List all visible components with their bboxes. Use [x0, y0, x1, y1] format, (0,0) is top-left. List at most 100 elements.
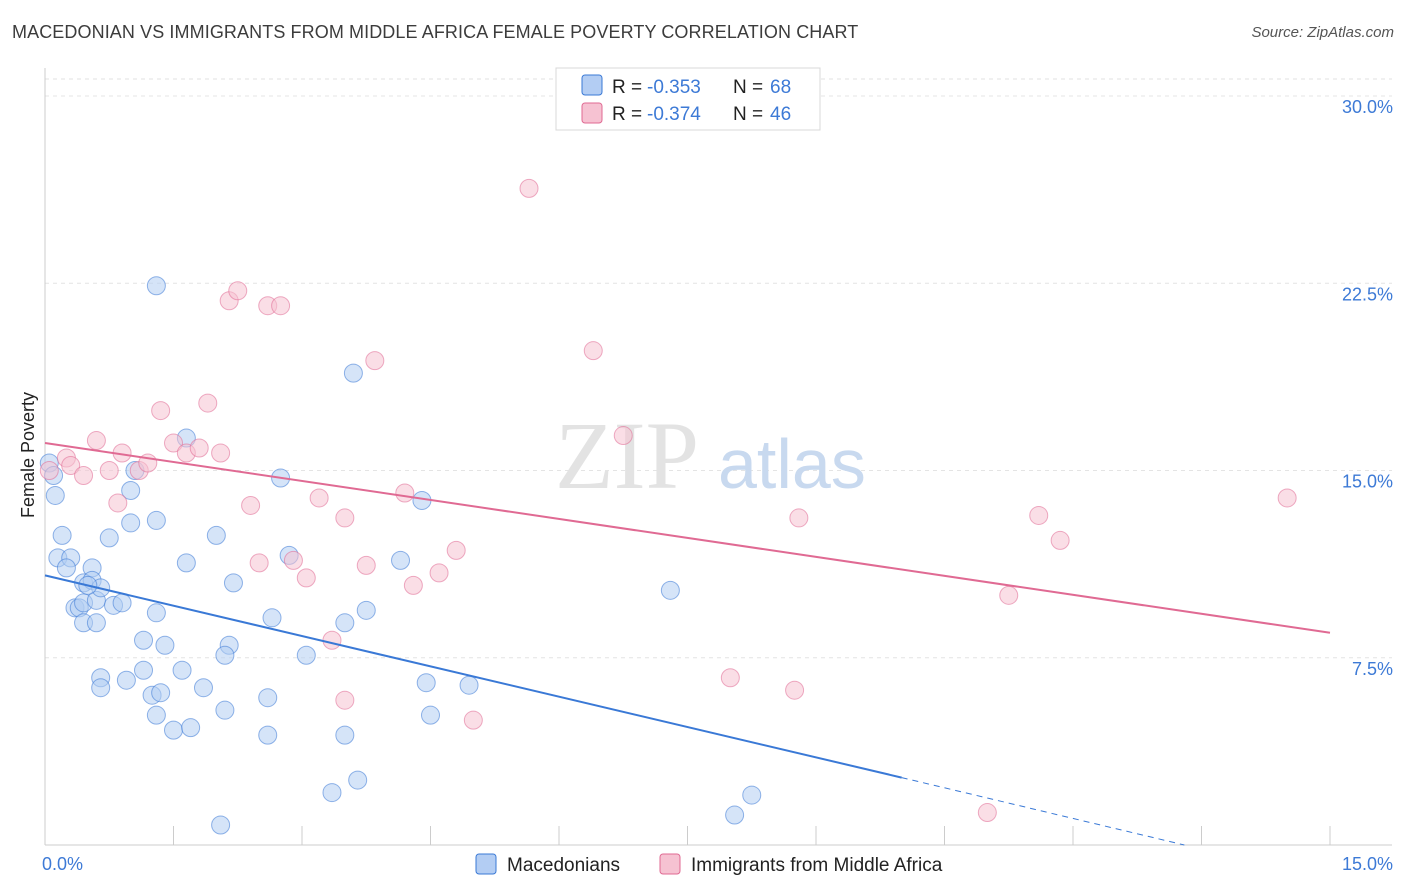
point-immigrants	[99, 461, 119, 480]
point-immigrants	[789, 508, 809, 528]
legend-r-value-1: -0.353	[647, 77, 701, 98]
point-immigrants	[1050, 530, 1070, 550]
point-macedonians	[215, 645, 235, 665]
point-immigrants	[86, 431, 106, 451]
point-macedonians	[421, 705, 440, 725]
point-immigrants	[403, 575, 423, 595]
x-tick-label-min: 0.0%	[42, 854, 83, 874]
point-immigrants	[198, 393, 218, 413]
point-macedonians	[121, 480, 141, 500]
point-macedonians	[134, 660, 154, 680]
point-macedonians	[223, 573, 243, 593]
trend-lines	[44, 442, 1331, 846]
legend-n-label-1: N =	[733, 77, 763, 98]
point-immigrants	[720, 668, 740, 688]
point-immigrants	[365, 351, 385, 371]
tick-labels: 7.5% 15.0% 22.5% 30.0% 0.0% 15.0%	[42, 97, 1393, 874]
point-macedonians	[52, 525, 72, 545]
point-immigrants	[74, 465, 94, 485]
legend-swatch-pink	[581, 102, 603, 124]
point-immigrants	[249, 553, 269, 573]
point-immigrants	[335, 690, 355, 710]
bottom-legend-swatch-pink	[659, 853, 681, 875]
watermark-zip: ZIP	[555, 402, 699, 509]
y-axis-title: Female Poverty	[18, 392, 38, 518]
legend-box: R = -0.353 N = 68 R = -0.374 N = 46	[555, 67, 821, 131]
legend-n-value-2: 46	[770, 104, 791, 125]
point-immigrants	[164, 433, 183, 453]
y-tick-label: 30.0%	[1342, 97, 1393, 117]
point-macedonians	[112, 593, 132, 613]
point-immigrants	[241, 495, 261, 515]
point-macedonians	[742, 785, 762, 805]
chart-title: MACEDONIAN VS IMMIGRANTS FROM MIDDLE AFR…	[12, 22, 859, 42]
y-tick-label: 22.5%	[1342, 284, 1393, 304]
point-macedonians	[296, 645, 316, 665]
trend-line-macedonians	[44, 574, 902, 779]
point-macedonians	[146, 276, 166, 296]
bottom-legend: Macedonians Immigrants from Middle Afric…	[475, 853, 943, 876]
point-immigrants	[785, 680, 805, 700]
point-immigrants	[446, 540, 466, 560]
series-macedonians	[39, 276, 762, 835]
legend-r-label-1: R =	[612, 77, 642, 98]
point-immigrants	[1029, 505, 1049, 525]
point-immigrants	[211, 443, 231, 463]
x-tick-label-max: 15.0%	[1342, 854, 1393, 874]
point-macedonians	[151, 683, 171, 703]
point-macedonians	[181, 718, 201, 738]
point-macedonians	[99, 528, 119, 548]
point-macedonians	[258, 688, 278, 708]
point-macedonians	[176, 553, 196, 573]
point-macedonians	[91, 678, 111, 698]
point-immigrants	[309, 488, 329, 508]
point-macedonians	[356, 600, 376, 620]
gridlines	[45, 78, 1392, 659]
point-macedonians	[335, 725, 355, 745]
point-macedonians	[211, 815, 231, 835]
point-macedonians	[172, 660, 192, 680]
point-immigrants	[39, 461, 59, 480]
legend-n-label-2: N =	[733, 104, 763, 125]
point-immigrants	[271, 296, 291, 316]
point-immigrants	[151, 401, 171, 421]
point-macedonians	[56, 558, 76, 578]
watermark-atlas: atlas	[718, 425, 866, 503]
point-macedonians	[262, 608, 282, 628]
point-macedonians	[146, 603, 166, 623]
point-macedonians	[348, 770, 368, 790]
y-tick-label: 15.0%	[1342, 472, 1393, 492]
legend-n-value-1: 68	[770, 77, 791, 98]
point-macedonians	[155, 635, 175, 655]
point-immigrants	[395, 483, 415, 503]
point-immigrants	[583, 341, 603, 361]
point-immigrants	[977, 803, 997, 823]
point-immigrants	[463, 710, 483, 730]
point-macedonians	[146, 705, 166, 725]
point-macedonians	[206, 525, 226, 545]
point-macedonians	[725, 805, 745, 825]
point-macedonians	[459, 675, 479, 695]
trend-line-macedonians-extension	[901, 777, 1185, 846]
point-macedonians	[116, 670, 136, 690]
point-macedonians	[86, 613, 106, 633]
point-macedonians	[215, 700, 235, 720]
point-immigrants	[999, 585, 1019, 605]
point-macedonians	[193, 678, 213, 698]
point-immigrants	[613, 426, 633, 446]
point-immigrants	[356, 555, 376, 575]
point-macedonians	[121, 513, 141, 533]
legend-r-value-2: -0.374	[647, 104, 701, 125]
point-macedonians	[343, 363, 363, 383]
legend-swatch-blue	[581, 74, 603, 96]
legend-r-label-2: R =	[612, 104, 642, 125]
point-immigrants	[519, 178, 539, 198]
point-macedonians	[146, 510, 166, 530]
point-macedonians	[416, 673, 436, 693]
point-immigrants	[296, 568, 316, 588]
point-immigrants	[283, 550, 303, 570]
source-label: Source: ZipAtlas.com	[1251, 24, 1394, 41]
point-immigrants	[335, 508, 355, 528]
point-macedonians	[45, 485, 65, 505]
